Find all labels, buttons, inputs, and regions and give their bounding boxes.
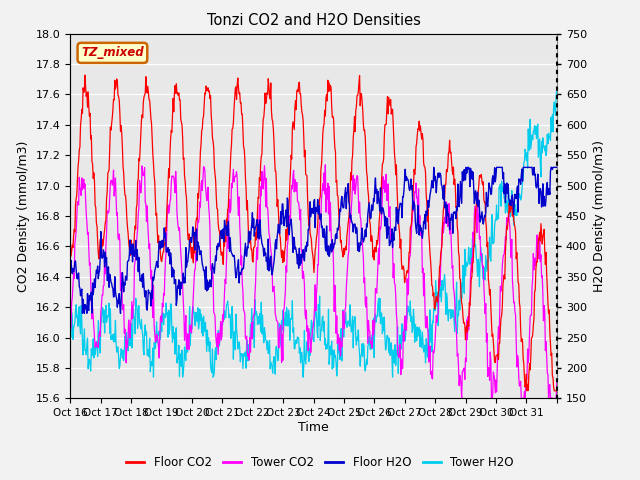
Text: TZ_mixed: TZ_mixed bbox=[81, 47, 144, 60]
Title: Tonzi CO2 and H2O Densities: Tonzi CO2 and H2O Densities bbox=[207, 13, 420, 28]
Y-axis label: CO2 Density (mmol/m3): CO2 Density (mmol/m3) bbox=[17, 140, 30, 292]
Legend: Floor CO2, Tower CO2, Floor H2O, Tower H2O: Floor CO2, Tower CO2, Floor H2O, Tower H… bbox=[122, 452, 518, 474]
X-axis label: Time: Time bbox=[298, 421, 329, 434]
Y-axis label: H2O Density (mmol/m3): H2O Density (mmol/m3) bbox=[593, 140, 605, 292]
